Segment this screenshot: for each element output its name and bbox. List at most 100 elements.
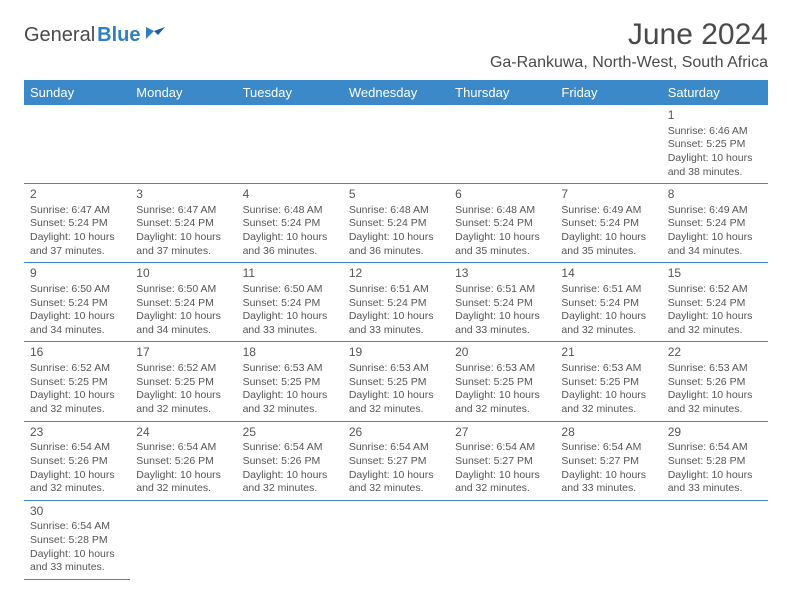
day-number: 14	[561, 266, 655, 282]
calendar-table: SundayMondayTuesdayWednesdayThursdayFrid…	[24, 80, 768, 580]
calendar-week-row: 9Sunrise: 6:50 AMSunset: 5:24 PMDaylight…	[24, 263, 768, 342]
calendar-day-cell: 22Sunrise: 6:53 AMSunset: 5:26 PMDayligh…	[662, 342, 768, 421]
calendar-day-cell: 24Sunrise: 6:54 AMSunset: 5:26 PMDayligh…	[130, 421, 236, 500]
calendar-empty-cell	[555, 500, 661, 579]
day-number: 26	[349, 425, 443, 441]
sunrise-line: Sunrise: 6:52 AM	[668, 283, 762, 297]
day-number: 25	[243, 425, 337, 441]
sunrise-line: Sunrise: 6:50 AM	[136, 283, 230, 297]
daylight-line: Daylight: 10 hours and 34 minutes.	[30, 310, 124, 337]
calendar-day-cell: 30Sunrise: 6:54 AMSunset: 5:28 PMDayligh…	[24, 500, 130, 579]
day-number: 16	[30, 345, 124, 361]
day-number: 7	[561, 187, 655, 203]
day-number: 12	[349, 266, 443, 282]
daylight-line: Daylight: 10 hours and 35 minutes.	[455, 231, 549, 258]
calendar-day-cell: 8Sunrise: 6:49 AMSunset: 5:24 PMDaylight…	[662, 184, 768, 263]
weekday-header: Wednesday	[343, 80, 449, 105]
calendar-body: 1Sunrise: 6:46 AMSunset: 5:25 PMDaylight…	[24, 105, 768, 579]
daylight-line: Daylight: 10 hours and 32 minutes.	[561, 389, 655, 416]
daylight-line: Daylight: 10 hours and 32 minutes.	[349, 389, 443, 416]
sunset-line: Sunset: 5:24 PM	[561, 297, 655, 311]
sunset-line: Sunset: 5:24 PM	[668, 297, 762, 311]
sunset-line: Sunset: 5:26 PM	[668, 376, 762, 390]
sunrise-line: Sunrise: 6:51 AM	[561, 283, 655, 297]
day-number: 15	[668, 266, 762, 282]
calendar-empty-cell	[343, 500, 449, 579]
sunrise-line: Sunrise: 6:53 AM	[668, 362, 762, 376]
sunset-line: Sunset: 5:24 PM	[455, 297, 549, 311]
day-number: 1	[668, 108, 762, 124]
sunrise-line: Sunrise: 6:53 AM	[243, 362, 337, 376]
calendar-week-row: 1Sunrise: 6:46 AMSunset: 5:25 PMDaylight…	[24, 105, 768, 184]
calendar-empty-cell	[555, 105, 661, 184]
daylight-line: Daylight: 10 hours and 32 minutes.	[30, 389, 124, 416]
sunset-line: Sunset: 5:24 PM	[349, 297, 443, 311]
sunrise-line: Sunrise: 6:49 AM	[668, 204, 762, 218]
calendar-day-cell: 3Sunrise: 6:47 AMSunset: 5:24 PMDaylight…	[130, 184, 236, 263]
day-number: 11	[243, 266, 337, 282]
sunset-line: Sunset: 5:27 PM	[455, 455, 549, 469]
calendar-day-cell: 13Sunrise: 6:51 AMSunset: 5:24 PMDayligh…	[449, 263, 555, 342]
calendar-day-cell: 28Sunrise: 6:54 AMSunset: 5:27 PMDayligh…	[555, 421, 661, 500]
daylight-line: Daylight: 10 hours and 32 minutes.	[30, 469, 124, 496]
sunrise-line: Sunrise: 6:54 AM	[136, 441, 230, 455]
daylight-line: Daylight: 10 hours and 32 minutes.	[668, 389, 762, 416]
day-number: 3	[136, 187, 230, 203]
sunrise-line: Sunrise: 6:48 AM	[455, 204, 549, 218]
weekday-header: Sunday	[24, 80, 130, 105]
sunset-line: Sunset: 5:26 PM	[30, 455, 124, 469]
day-number: 2	[30, 187, 124, 203]
sunset-line: Sunset: 5:24 PM	[30, 217, 124, 231]
calendar-day-cell: 26Sunrise: 6:54 AMSunset: 5:27 PMDayligh…	[343, 421, 449, 500]
sunrise-line: Sunrise: 6:54 AM	[668, 441, 762, 455]
daylight-line: Daylight: 10 hours and 36 minutes.	[243, 231, 337, 258]
logo-text-2: Blue	[97, 24, 140, 47]
daylight-line: Daylight: 10 hours and 38 minutes.	[668, 152, 762, 179]
calendar-day-cell: 4Sunrise: 6:48 AMSunset: 5:24 PMDaylight…	[237, 184, 343, 263]
sunrise-line: Sunrise: 6:50 AM	[30, 283, 124, 297]
day-number: 17	[136, 345, 230, 361]
sunset-line: Sunset: 5:24 PM	[30, 297, 124, 311]
day-number: 22	[668, 345, 762, 361]
calendar-day-cell: 11Sunrise: 6:50 AMSunset: 5:24 PMDayligh…	[237, 263, 343, 342]
daylight-line: Daylight: 10 hours and 33 minutes.	[349, 310, 443, 337]
calendar-day-cell: 29Sunrise: 6:54 AMSunset: 5:28 PMDayligh…	[662, 421, 768, 500]
sunset-line: Sunset: 5:25 PM	[455, 376, 549, 390]
day-number: 8	[668, 187, 762, 203]
sunrise-line: Sunrise: 6:54 AM	[349, 441, 443, 455]
day-number: 5	[349, 187, 443, 203]
daylight-line: Daylight: 10 hours and 32 minutes.	[455, 469, 549, 496]
sunset-line: Sunset: 5:28 PM	[668, 455, 762, 469]
sunrise-line: Sunrise: 6:51 AM	[349, 283, 443, 297]
daylight-line: Daylight: 10 hours and 32 minutes.	[243, 389, 337, 416]
sunrise-line: Sunrise: 6:54 AM	[30, 441, 124, 455]
sunrise-line: Sunrise: 6:52 AM	[136, 362, 230, 376]
sunrise-line: Sunrise: 6:54 AM	[243, 441, 337, 455]
day-number: 28	[561, 425, 655, 441]
calendar-day-cell: 17Sunrise: 6:52 AMSunset: 5:25 PMDayligh…	[130, 342, 236, 421]
sunrise-line: Sunrise: 6:52 AM	[30, 362, 124, 376]
calendar-day-cell: 12Sunrise: 6:51 AMSunset: 5:24 PMDayligh…	[343, 263, 449, 342]
sunset-line: Sunset: 5:25 PM	[561, 376, 655, 390]
day-number: 27	[455, 425, 549, 441]
calendar-day-cell: 21Sunrise: 6:53 AMSunset: 5:25 PMDayligh…	[555, 342, 661, 421]
sunrise-line: Sunrise: 6:53 AM	[349, 362, 443, 376]
day-number: 10	[136, 266, 230, 282]
daylight-line: Daylight: 10 hours and 37 minutes.	[136, 231, 230, 258]
day-number: 9	[30, 266, 124, 282]
day-number: 20	[455, 345, 549, 361]
daylight-line: Daylight: 10 hours and 34 minutes.	[136, 310, 230, 337]
daylight-line: Daylight: 10 hours and 33 minutes.	[243, 310, 337, 337]
sunset-line: Sunset: 5:28 PM	[30, 534, 124, 548]
sunset-line: Sunset: 5:24 PM	[136, 297, 230, 311]
calendar-day-cell: 20Sunrise: 6:53 AMSunset: 5:25 PMDayligh…	[449, 342, 555, 421]
sunset-line: Sunset: 5:26 PM	[136, 455, 230, 469]
daylight-line: Daylight: 10 hours and 37 minutes.	[30, 231, 124, 258]
day-number: 4	[243, 187, 337, 203]
sunrise-line: Sunrise: 6:47 AM	[136, 204, 230, 218]
day-number: 18	[243, 345, 337, 361]
logo-text-1: General	[24, 24, 95, 47]
calendar-week-row: 30Sunrise: 6:54 AMSunset: 5:28 PMDayligh…	[24, 500, 768, 579]
sunrise-line: Sunrise: 6:49 AM	[561, 204, 655, 218]
calendar-empty-cell	[449, 105, 555, 184]
